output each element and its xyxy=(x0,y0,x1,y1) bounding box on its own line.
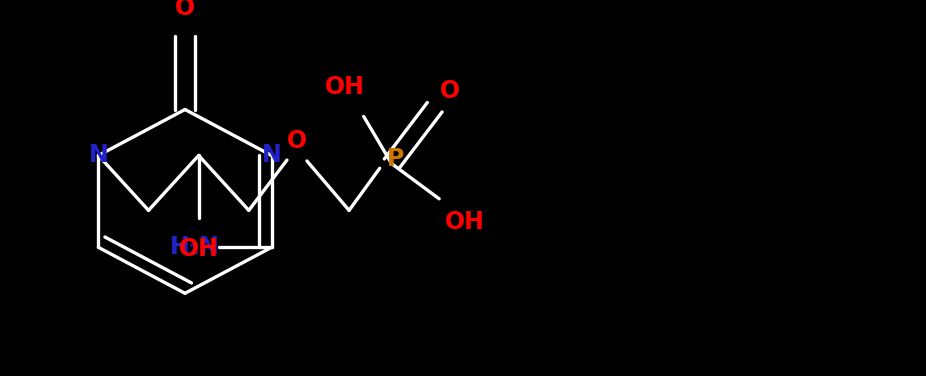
Text: OH: OH xyxy=(325,75,365,99)
Text: P: P xyxy=(387,147,405,171)
Text: N: N xyxy=(262,144,282,167)
Text: OH: OH xyxy=(179,237,219,261)
Text: O: O xyxy=(175,0,195,20)
Text: H₂N: H₂N xyxy=(169,235,219,259)
Text: OH: OH xyxy=(445,210,485,234)
Text: N: N xyxy=(89,144,108,167)
Text: O: O xyxy=(440,79,460,103)
Text: O: O xyxy=(287,129,307,153)
